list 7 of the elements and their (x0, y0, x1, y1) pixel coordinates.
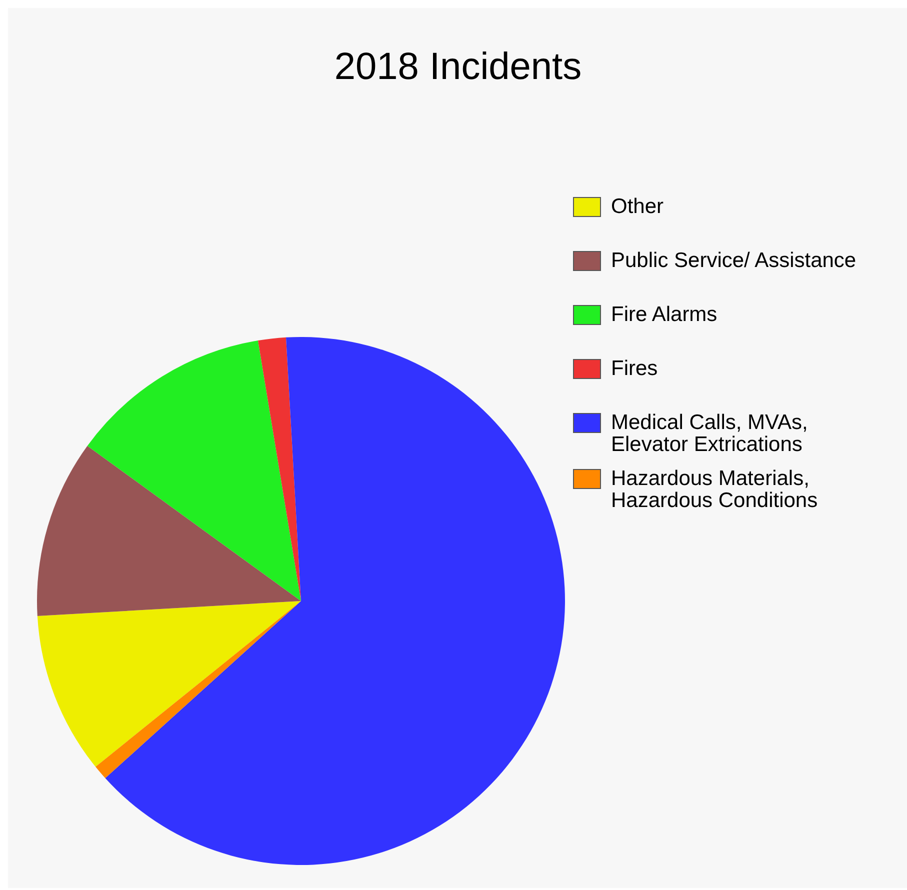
legend-label: Public Service/ Assistance (611, 249, 856, 272)
chart-title: 2018 Incidents (333, 46, 583, 89)
legend-label: Hazardous Materials, Hazardous Conditions (611, 467, 818, 512)
legend-label: Fires (611, 357, 658, 380)
legend-label: Medical Calls, MVAs, Elevator Extrications (611, 411, 808, 456)
legend-label: Fire Alarms (611, 303, 718, 326)
legend-label: Other (611, 195, 664, 218)
